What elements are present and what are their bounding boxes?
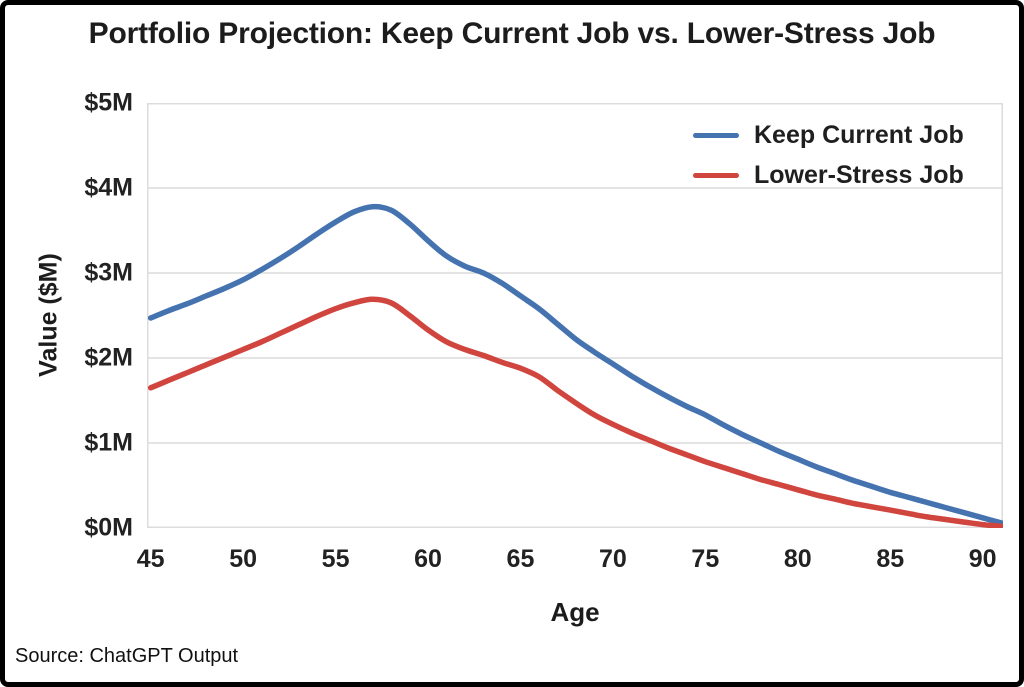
y-tick-label: $3M [84,258,133,287]
plot-border [147,103,1003,528]
x-tick-label: 60 [414,545,442,573]
chart-title: Portfolio Projection: Keep Current Job v… [88,17,936,50]
x-tick-label: 70 [598,545,627,573]
line-swatch-red [693,172,739,178]
legend: Keep Current Job Lower-Stress Job [693,115,964,195]
x-tick-label: 45 [136,545,165,573]
y-tick-label: $1M [84,428,133,457]
plot-area [147,103,1003,528]
legend-entry-keep-current-job: Keep Current Job [693,115,964,155]
x-tick-label: 90 [968,545,997,573]
source-note: Source: ChatGPT Output [15,645,239,667]
y-tick-label: $4M [84,173,133,202]
legend-entry-lower-stress-job: Lower-Stress Job [693,155,964,195]
x-tick-label: 55 [321,545,350,573]
y-tick-label: $0M [84,513,133,542]
x-tick-label: 65 [506,545,535,573]
series-line-0 [147,203,1003,526]
line-swatch-blue [693,132,739,138]
x-tick-label: 50 [229,545,258,573]
x-axis-label: Age [550,597,600,627]
x-tick-label: 80 [783,545,812,573]
x-tick-label: 85 [876,545,905,573]
series-line-1 [147,296,1003,528]
x-tick-label: 75 [691,545,720,573]
legend-label: Lower-Stress Job [754,160,964,189]
y-tick-label: $5M [84,88,133,117]
legend-label: Keep Current Job [754,120,964,149]
y-tick-label: $2M [84,343,133,372]
y-axis-label: Value ($M) [34,253,63,377]
